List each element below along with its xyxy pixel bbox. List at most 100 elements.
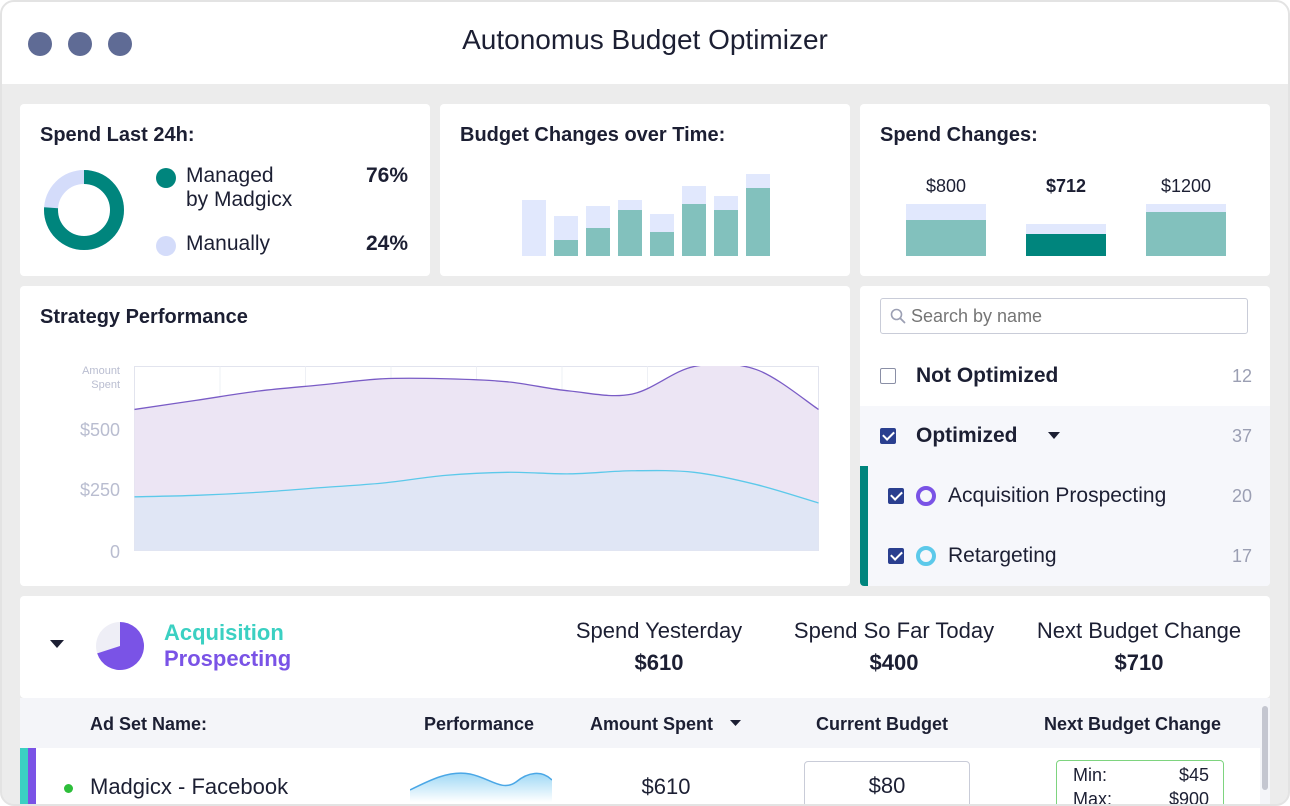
budget-bar-3-dark [586, 228, 610, 256]
stat-next-budget-label: Next Budget Change [1036, 618, 1242, 643]
row-color-bar-purple [28, 748, 36, 804]
acquisition-prospecting-ring-icon [916, 486, 936, 506]
campaign-pie-slice [97, 622, 144, 670]
campaign-name-line2: Prospecting [164, 646, 292, 671]
spend-24h-card: Spend Last 24h: Managed by Madgicx 76% M… [20, 104, 430, 276]
managed-legend-dot [156, 168, 176, 188]
series2-line [134, 469, 819, 504]
donut-managed-segment [44, 170, 124, 250]
retargeting-label: Retargeting [948, 544, 1057, 567]
budget-bar-4-dark [618, 210, 642, 256]
campaign-summary-card: Acquisition Prospecting Spend Yesterday … [20, 596, 1270, 698]
acquisition-prospecting-label: Acquisition Prospecting [948, 484, 1167, 507]
budget-bar-2-dark [554, 240, 578, 256]
range-min-label: Min: [1073, 765, 1108, 785]
next-budget-range-box: Min: $45 Max: $900 [1056, 760, 1224, 806]
not-optimized-count: 12 [1231, 366, 1252, 386]
filter-panel: Not Optimized 12 Optimized 37 Acquisitio… [860, 286, 1270, 586]
y-axis-title-line1: Amount [82, 365, 120, 377]
header-current-budget[interactable]: Current Budget [816, 714, 948, 734]
y-tick-500: $500 [79, 420, 120, 440]
strategy-performance-title: Strategy Performance [40, 306, 248, 328]
series1-line [134, 366, 819, 411]
range-max-label: Max: [1073, 789, 1113, 806]
manual-legend-dot [156, 236, 176, 256]
retargeting-count: 17 [1231, 546, 1252, 566]
spend-change-label-3: $1200 [1160, 176, 1212, 196]
window-title: Autonomus Budget Optimizer [462, 24, 828, 55]
header-amount-spent[interactable]: Amount Spent [590, 714, 713, 734]
header-adset-name[interactable]: Ad Set Name: [90, 714, 208, 734]
spend-change-label-1: $800 [925, 176, 967, 196]
spend-changes-card: Spend Changes: $800 $712 $1200 [860, 104, 1270, 276]
managed-label-line1: Managed [186, 164, 274, 187]
not-optimized-checkbox[interactable] [880, 368, 896, 384]
series2-area [134, 470, 819, 551]
amount-spent-value: $610 [641, 774, 691, 799]
header-next-budget-change[interactable]: Next Budget Change [1044, 714, 1222, 734]
filter-row-not-optimized[interactable]: Not Optimized 12 [860, 346, 1270, 406]
title-bar: Autonomus Budget Optimizer [2, 2, 1288, 84]
budget-bar-1-light [522, 200, 546, 256]
filter-row-optimized[interactable]: Optimized 37 [860, 406, 1270, 466]
optimized-subgroup: Acquisition Prospecting 20 Retargeting 1… [860, 466, 1270, 586]
spend-change-label-2: $712 [1045, 176, 1087, 196]
acquisition-prospecting-checkbox[interactable] [888, 488, 904, 504]
budget-changes-title: Budget Changes over Time: [460, 124, 726, 146]
performance-sparkline [410, 772, 552, 802]
campaign-pie-icon [96, 622, 144, 670]
table-row[interactable]: Madgicx - Facebook $610 $80 Min: $45 Max… [20, 748, 1260, 806]
managed-legend-label: Managed by Madgicx [186, 164, 292, 212]
spend-donut-chart [44, 170, 124, 250]
managed-percent: 76% [365, 164, 408, 187]
filter-row-retargeting[interactable]: Retargeting 17 [860, 526, 1270, 586]
adset-name[interactable]: Madgicx - Facebook [90, 774, 289, 799]
filter-row-acquisition-prospecting[interactable]: Acquisition Prospecting 20 [860, 466, 1270, 526]
search-icon [890, 308, 906, 324]
window-close-button[interactable] [28, 32, 52, 56]
budget-bar-5-dark [650, 232, 674, 256]
search-box[interactable] [880, 298, 1248, 334]
retargeting-checkbox[interactable] [888, 548, 904, 564]
header-performance[interactable]: Performance [424, 714, 535, 734]
row-color-bar-teal [20, 748, 28, 804]
optimized-label: Optimized [916, 424, 1018, 447]
budget-bar-6-dark [682, 204, 706, 256]
status-active-dot [64, 784, 73, 793]
spend-changes-title: Spend Changes: [880, 124, 1038, 146]
spend-change-bar-1-dark [906, 220, 986, 256]
strategy-performance-card: Strategy Performance Amount Spent $500 $… [20, 286, 850, 586]
optimized-checkbox[interactable] [880, 428, 896, 444]
budget-bar-8-dark [746, 188, 770, 256]
campaign-name-line1: Acquisition [164, 620, 284, 645]
retargeting-ring-icon [916, 546, 936, 566]
y-tick-250: $250 [79, 480, 120, 500]
window-minimize-button[interactable] [68, 32, 92, 56]
manual-legend-label: Manually [186, 232, 271, 255]
sort-desc-icon[interactable] [730, 720, 741, 727]
current-budget-input[interactable]: $80 [804, 761, 970, 804]
stat-spend-today-value: $400 [869, 650, 919, 675]
search-input[interactable] [911, 303, 1231, 329]
range-max-value: $900 [1168, 789, 1209, 806]
acquisition-prospecting-count: 20 [1231, 486, 1252, 506]
spend-change-bar-3-dark [1146, 212, 1226, 256]
range-min-value: $45 [1178, 765, 1209, 785]
chevron-down-icon[interactable] [1048, 432, 1060, 440]
strategy-area-chart [134, 366, 819, 551]
y-axis-title: Amount Spent [60, 364, 120, 392]
spend-24h-title: Spend Last 24h: [40, 124, 195, 146]
selected-group-indicator [860, 466, 868, 586]
collapse-caret-icon[interactable] [50, 640, 64, 649]
stat-spend-yesterday-label: Spend Yesterday [575, 618, 743, 643]
spend-change-bar-2-dark [1026, 234, 1106, 256]
managed-label-line2: by Madgicx [186, 188, 293, 211]
y-axis-title-line2: Spent [91, 379, 120, 391]
adset-table: Ad Set Name: Performance Amount Spent Cu… [20, 698, 1270, 806]
stat-spend-today-label: Spend So Far Today [793, 618, 995, 643]
optimized-count: 37 [1231, 426, 1252, 446]
manual-percent: 24% [365, 232, 408, 255]
window-maximize-button[interactable] [108, 32, 132, 56]
table-scrollbar[interactable] [1262, 706, 1268, 790]
